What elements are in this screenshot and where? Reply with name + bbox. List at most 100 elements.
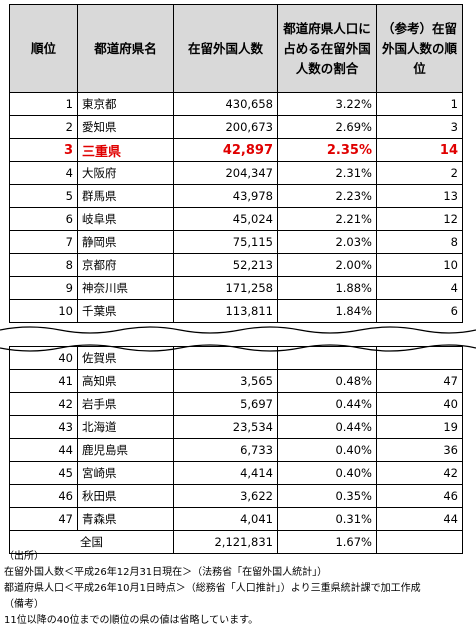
- rank-cell: 40: [9, 346, 78, 370]
- reference-rank-cell: 47: [376, 369, 463, 393]
- rank-cell: 3: [9, 138, 78, 162]
- population-cell: 430,658: [173, 92, 278, 116]
- total-label: 全国: [9, 530, 174, 554]
- reference-rank-cell: 14: [376, 138, 463, 162]
- share-cell: 2.00%: [277, 253, 377, 277]
- note-source-heading: （出所）: [4, 551, 44, 562]
- share-cell: 2.03%: [277, 230, 377, 254]
- table-row: 7 静岡県 75,115 2.03% 8: [9, 230, 463, 254]
- table-row: 44 鹿児島県 6,733 0.40% 36: [9, 438, 463, 462]
- reference-rank-cell: 3: [376, 115, 463, 139]
- prefecture-cell: 岩手県: [77, 392, 174, 416]
- share-cell: 0.40%: [277, 461, 377, 485]
- table-row: 5 群馬県 43,978 2.23% 13: [9, 184, 463, 208]
- ranking-table-bottom: 40 佐賀県 41 高知県 3,565 0.48% 47 42 岩手県 5,697 0.44% 40 4…: [9, 346, 463, 554]
- prefecture-cell: 東京都: [77, 92, 174, 116]
- population-cell: 3,622: [173, 484, 278, 508]
- population-cell: 6,733: [173, 438, 278, 462]
- share-cell: 0.31%: [277, 507, 377, 531]
- prefecture-cell: 岐阜県: [77, 207, 174, 231]
- rank-cell: 9: [9, 276, 78, 300]
- header-rank: 順位: [9, 4, 78, 93]
- rank-cell: 46: [9, 484, 78, 508]
- rank-cell: 7: [9, 230, 78, 254]
- population-cell: 5,697: [173, 392, 278, 416]
- prefecture-cell: 三重県: [77, 138, 174, 162]
- note-remarks-text: 11位以降の40位までの順位の県の値は省略しています。: [4, 615, 259, 626]
- rank-cell: 4: [9, 161, 78, 185]
- population-cell: 75,115: [173, 230, 278, 254]
- table-row: 40 佐賀県: [9, 346, 463, 370]
- reference-rank-cell: 10: [376, 253, 463, 277]
- population-cell: 200,673: [173, 115, 278, 139]
- table-row: 45 宮崎県 4,414 0.40% 42: [9, 461, 463, 485]
- table-row: 2 愛知県 200,673 2.69% 3: [9, 115, 463, 139]
- share-cell: 2.35%: [277, 138, 377, 162]
- total-population: 2,121,831: [173, 530, 278, 554]
- population-cell: 204,347: [173, 161, 278, 185]
- reference-rank-cell: [376, 346, 463, 370]
- note-source-foreign: 在留外国人数＜平成26年12月31日現在＞（法務省「在留外国人統計」）: [4, 567, 328, 578]
- share-cell: 0.40%: [277, 438, 377, 462]
- prefecture-cell: 京都府: [77, 253, 174, 277]
- share-cell: [277, 346, 377, 370]
- rank-cell: 41: [9, 369, 78, 393]
- share-cell: 2.23%: [277, 184, 377, 208]
- reference-rank-cell: 40: [376, 392, 463, 416]
- table-row: 3 三重県 42,897 2.35% 14: [9, 138, 463, 162]
- note-remarks-heading: （備考）: [4, 599, 44, 610]
- rank-cell: 2: [9, 115, 78, 139]
- prefecture-cell: 秋田県: [77, 484, 174, 508]
- population-cell: 42,897: [173, 138, 278, 162]
- table-row: 47 青森県 4,041 0.31% 44: [9, 507, 463, 531]
- header-share: 都道府県人口に占める在留外国人数の割合: [277, 4, 377, 93]
- share-cell: 0.35%: [277, 484, 377, 508]
- table-row: 41 高知県 3,565 0.48% 47: [9, 369, 463, 393]
- table-row: 46 秋田県 3,622 0.35% 46: [9, 484, 463, 508]
- reference-rank-cell: 46: [376, 484, 463, 508]
- reference-rank-cell: 19: [376, 415, 463, 439]
- total-reference-rank: [376, 530, 463, 554]
- share-cell: 3.22%: [277, 92, 377, 116]
- prefecture-cell: 宮崎県: [77, 461, 174, 485]
- rank-cell: 8: [9, 253, 78, 277]
- population-cell: 171,258: [173, 276, 278, 300]
- total-row: 全国 2,121,831 1.67%: [9, 530, 463, 554]
- header-prefecture: 都道府県名: [77, 4, 174, 93]
- rank-cell: 47: [9, 507, 78, 531]
- population-cell: 3,565: [173, 369, 278, 393]
- share-cell: 0.44%: [277, 415, 377, 439]
- prefecture-cell: 静岡県: [77, 230, 174, 254]
- share-cell: 0.44%: [277, 392, 377, 416]
- header-reference-rank: （参考）在留外国人数の順位: [376, 4, 463, 93]
- reference-rank-cell: 12: [376, 207, 463, 231]
- share-cell: 0.48%: [277, 369, 377, 393]
- rank-cell: 42: [9, 392, 78, 416]
- rank-cell: 43: [9, 415, 78, 439]
- population-cell: 4,041: [173, 507, 278, 531]
- rank-cell: 5: [9, 184, 78, 208]
- population-cell: 52,213: [173, 253, 278, 277]
- header-row: 順位 都道府県名 在留外国人数 都道府県人口に占める在留外国人数の割合 （参考）…: [9, 4, 463, 93]
- prefecture-cell: 愛知県: [77, 115, 174, 139]
- table-row: 1 東京都 430,658 3.22% 1: [9, 92, 463, 116]
- population-cell: 45,024: [173, 207, 278, 231]
- rank-cell: 44: [9, 438, 78, 462]
- reference-rank-cell: 4: [376, 276, 463, 300]
- table-row: 10 千葉県 113,811 1.84% 6: [9, 299, 463, 323]
- reference-rank-cell: 8: [376, 230, 463, 254]
- share-cell: 1.84%: [277, 299, 377, 323]
- reference-rank-cell: 2: [376, 161, 463, 185]
- reference-rank-cell: 13: [376, 184, 463, 208]
- prefecture-cell: 鹿児島県: [77, 438, 174, 462]
- prefecture-cell: 千葉県: [77, 299, 174, 323]
- reference-rank-cell: 6: [376, 299, 463, 323]
- reference-rank-cell: 42: [376, 461, 463, 485]
- prefecture-cell: 佐賀県: [77, 346, 174, 370]
- reference-rank-cell: 44: [376, 507, 463, 531]
- share-cell: 2.21%: [277, 207, 377, 231]
- rank-cell: 45: [9, 461, 78, 485]
- table-body-bottom: 40 佐賀県 41 高知県 3,565 0.48% 47 42 岩手県 5,697 0.44% 40 4…: [9, 346, 463, 531]
- prefecture-cell: 大阪府: [77, 161, 174, 185]
- table-row: 8 京都府 52,213 2.00% 10: [9, 253, 463, 277]
